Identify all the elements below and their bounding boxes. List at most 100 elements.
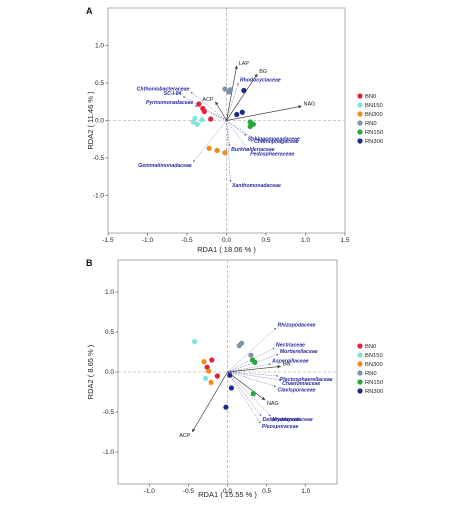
- legend-marker: [357, 93, 363, 99]
- legend-marker: [357, 138, 363, 144]
- legend-marker: [357, 388, 363, 394]
- sample-point: [226, 89, 232, 95]
- species-label: Rhizopodaceae: [277, 323, 315, 329]
- species-arrow: [226, 120, 232, 183]
- legend-entry: RN150: [365, 130, 383, 136]
- sample-point: [206, 368, 212, 374]
- x-axis-title: RDA1 ( 15.55 % ): [198, 490, 257, 499]
- x-axis-title: RDA1 ( 18.06 % ): [197, 245, 256, 254]
- sample-point: [223, 404, 229, 410]
- sample-point: [203, 375, 209, 381]
- sample-point: [222, 150, 228, 156]
- species-label: SC-I-84: [164, 91, 182, 97]
- species-arrow: [227, 327, 277, 373]
- legend-marker: [357, 370, 363, 376]
- legend-marker: [357, 352, 363, 358]
- species-label: Aspergillaceae: [271, 359, 309, 365]
- species-label: Chaetomiaceae: [282, 381, 320, 387]
- sample-point: [234, 111, 240, 118]
- x-tick-label: 0.5: [261, 237, 270, 244]
- y-axis-title: RDA2 ( 8.65 % ): [86, 344, 95, 399]
- x-tick-label: -1.5: [102, 237, 114, 244]
- env-label: BG: [283, 361, 291, 367]
- species-label: Gemmatimonadaceae: [138, 163, 192, 169]
- species-arrow: [227, 371, 277, 387]
- env-arrow: [226, 65, 238, 121]
- sample-point: [241, 87, 247, 94]
- x-tick-label: -0.5: [183, 488, 195, 495]
- sample-point: [201, 108, 207, 115]
- species-label: Pyrinomonadaceae: [146, 100, 194, 106]
- env-label: ACP: [202, 97, 213, 103]
- x-tick-label: 1.5: [340, 237, 349, 244]
- env-arrow: [226, 73, 258, 121]
- env-label: BG: [259, 69, 267, 75]
- sample-point: [222, 86, 228, 92]
- species-label: Mortierellaceae: [280, 349, 318, 355]
- species-label: Debaryomycetaceae: [263, 417, 313, 423]
- sample-point: [248, 352, 254, 358]
- sample-point: [214, 373, 220, 379]
- env-arrow: [227, 371, 266, 401]
- species-label: Pedosphaeraceae: [250, 152, 294, 158]
- species-arrow: [227, 354, 279, 373]
- species-label: Xanthomonadaceae: [231, 183, 281, 189]
- y-tick-label: -0.5: [93, 155, 105, 162]
- x-tick-label: 0.5: [262, 488, 271, 495]
- sample-point: [196, 101, 202, 107]
- sample-point: [227, 372, 233, 378]
- sample-point: [239, 109, 245, 115]
- species-arrow: [226, 120, 247, 136]
- species-arrow: [193, 120, 227, 162]
- species-label: Chitinophagaceae: [254, 139, 299, 145]
- sample-point: [201, 359, 207, 365]
- x-tick-label: 1.0: [301, 488, 310, 495]
- panel-a: A -1.5 -1.0 -0.5 0.0 0.5 1.0 1.5 -1.0 -0.5 0.0 0.5 1…: [86, 6, 383, 254]
- species-arrow: [227, 371, 281, 381]
- species-arrow: [227, 371, 271, 417]
- y-tick-label: 0.5: [95, 80, 104, 87]
- x-tick-label: -0.5: [181, 237, 193, 244]
- x-tick-label: -1.0: [142, 237, 154, 244]
- env-label: NAG: [304, 101, 316, 107]
- env-label: LAP: [239, 61, 250, 67]
- sample-point: [209, 357, 215, 363]
- legend-marker: [357, 111, 363, 117]
- legend-entry: BN300: [365, 112, 383, 118]
- legend-marker: [357, 102, 363, 108]
- x-tick-label: 0.0: [222, 237, 231, 244]
- sample-point: [192, 115, 198, 121]
- legend-entry: BN300: [365, 362, 383, 368]
- panel-letter: A: [86, 6, 93, 16]
- species-arrow: [227, 347, 275, 373]
- legend-entry: RN0: [365, 121, 377, 127]
- y-axis-title: RDA2 ( 11.46 % ): [86, 91, 95, 150]
- y-tick-label: -1.0: [93, 193, 105, 200]
- sample-point: [204, 364, 210, 370]
- legend-entry: RN0: [365, 371, 377, 377]
- legend-marker: [357, 343, 363, 349]
- sample-point: [214, 147, 220, 154]
- legend-entry: RN150: [365, 380, 383, 386]
- species-arrow: [226, 82, 239, 121]
- sample-point: [250, 391, 256, 397]
- species-label: Clavisporaceae: [277, 387, 315, 393]
- sample-point: [206, 145, 212, 151]
- x-tick-label: 0.0: [223, 488, 232, 495]
- legend-entry: BN0: [365, 344, 376, 350]
- species-label: Plectosphaerellaceae: [280, 377, 333, 383]
- env-label: ACP: [179, 433, 190, 439]
- species-arrow: [226, 120, 249, 151]
- species-label: Sphingomonadaceae: [248, 137, 300, 143]
- legend-marker: [357, 361, 363, 367]
- sample-point: [208, 379, 214, 385]
- sample-point: [247, 123, 253, 130]
- env-arrow: [226, 105, 302, 121]
- env-label: NAG: [267, 401, 279, 407]
- species-arrow: [227, 371, 262, 417]
- legend-entry: RN300: [365, 139, 383, 145]
- sample-point: [238, 340, 245, 346]
- species-arrow: [194, 105, 227, 121]
- legend-marker: [357, 120, 363, 126]
